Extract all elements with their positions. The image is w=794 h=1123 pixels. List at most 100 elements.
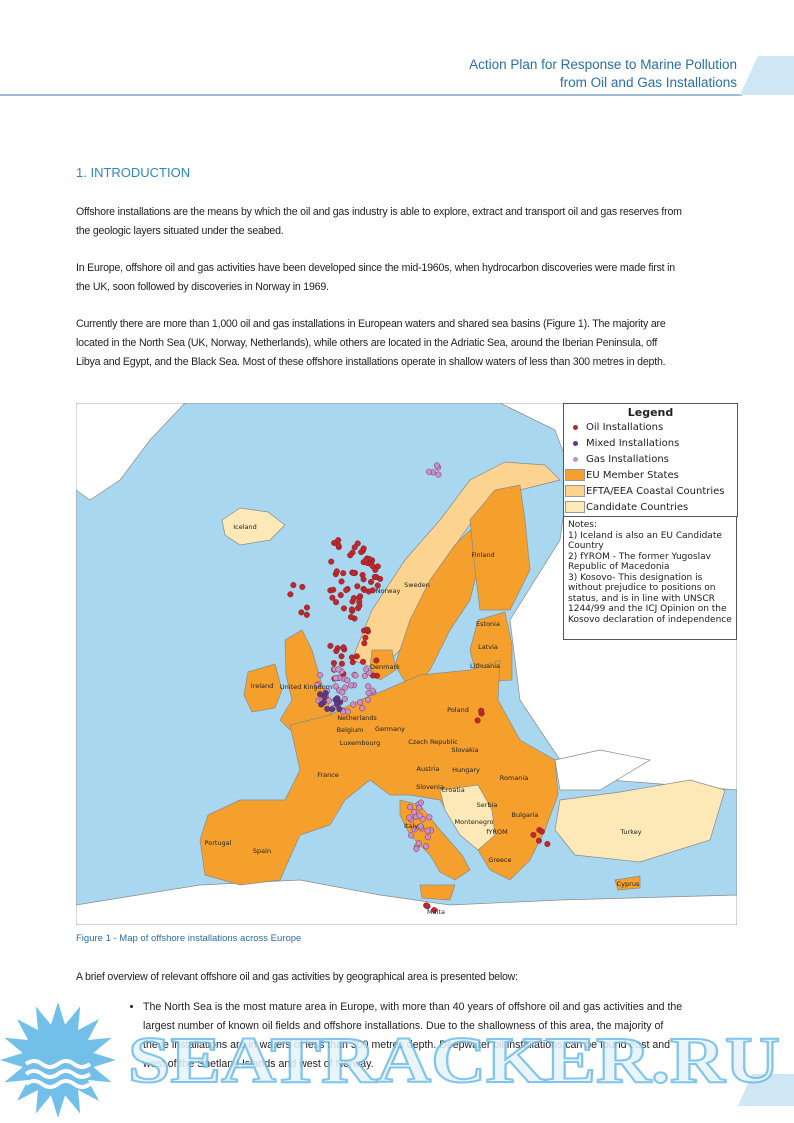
- installation-dot: [423, 843, 430, 850]
- country-label: United Kingdom: [280, 683, 332, 691]
- country-label: Hungary: [452, 766, 480, 774]
- country-label: Poland: [447, 706, 469, 714]
- installation-dot: [416, 812, 423, 819]
- legend-symbol: [564, 424, 586, 430]
- installation-dot: [341, 695, 348, 702]
- installation-dot: [377, 575, 384, 582]
- installation-dot: [298, 609, 305, 616]
- installation-dot: [336, 705, 343, 712]
- installation-dot: [423, 902, 430, 909]
- legend-label: Candidate Countries: [586, 501, 689, 513]
- installation-dot: [364, 626, 371, 633]
- installation-dot: [339, 689, 346, 696]
- country-label: fYROM: [486, 828, 508, 836]
- installation-dot: [478, 707, 485, 714]
- installation-dot: [347, 552, 354, 559]
- country-label: Netherlands: [337, 714, 377, 722]
- installation-dot: [474, 717, 481, 724]
- legend-label: EU Member States: [586, 469, 679, 481]
- country: [419, 884, 456, 901]
- header-line: Action Plan for Response to Marine Pollu…: [469, 57, 737, 72]
- installation-dot: [340, 605, 347, 612]
- installation-dot: [318, 701, 325, 708]
- installation-dot: [356, 602, 363, 609]
- installation-dot: [361, 586, 368, 593]
- installation-dot: [338, 653, 345, 660]
- paragraph: Currently there are more than 1,000 oil …: [76, 318, 666, 368]
- installation-dot: [314, 682, 321, 689]
- installation-dot: [333, 648, 340, 655]
- country-label: Greece: [488, 856, 511, 864]
- installation-dot: [351, 544, 358, 551]
- installation-dot: [426, 814, 433, 821]
- legend-symbol: [564, 469, 586, 481]
- watermark-logo: [0, 1002, 116, 1118]
- country-label: Lithuania: [470, 662, 500, 670]
- installation-dot: [413, 845, 420, 852]
- installation-dot: [544, 840, 551, 847]
- figure-caption: Figure 1 - Map of offshore installations…: [76, 933, 302, 944]
- installation-dot: [350, 570, 357, 577]
- country: [243, 663, 283, 713]
- header-line: from Oil and Gas Installations: [559, 75, 737, 90]
- section-heading: 1. INTRODUCTION: [76, 165, 191, 180]
- installation-dot: [327, 642, 334, 649]
- country-label: Slovakia: [451, 746, 478, 754]
- installation-dot: [335, 666, 342, 673]
- installation-dot: [538, 828, 545, 835]
- installation-dot: [338, 578, 345, 585]
- installation-dot: [535, 837, 542, 844]
- installation-dot: [408, 832, 415, 839]
- installation-dot: [374, 582, 381, 589]
- country-label: Finland: [471, 551, 494, 559]
- installation-dot: [359, 705, 366, 712]
- land: [76, 403, 186, 501]
- country-label: Luxembourg: [340, 739, 381, 747]
- country: [221, 507, 286, 546]
- legend-symbol: [564, 440, 586, 446]
- bullet-item: The North Sea is the most mature area in…: [143, 998, 688, 1074]
- installation-dot: [331, 539, 338, 546]
- legend-label: Oil Installations: [586, 421, 664, 433]
- installation-dot: [416, 804, 423, 811]
- installation-dot: [332, 675, 339, 682]
- wave: [24, 1069, 92, 1079]
- installation-dot: [350, 701, 357, 708]
- installation-dot: [361, 672, 368, 679]
- installation-dot: [333, 701, 340, 708]
- header-tab: [740, 56, 794, 95]
- paragraph: A brief overview of relevant offshore oi…: [76, 971, 518, 983]
- installation-dot: [329, 706, 336, 713]
- installation-dot: [365, 690, 372, 697]
- installation-dot: [349, 659, 356, 666]
- installation-dot: [290, 582, 297, 589]
- installation-dot: [411, 826, 418, 833]
- country-label: Malta: [427, 908, 445, 916]
- installation-dot: [360, 658, 367, 665]
- legend-item: EFTA/EEA Coastal Countries: [564, 483, 737, 499]
- legend-label: Gas Installations: [586, 453, 669, 465]
- installation-dot: [417, 823, 424, 830]
- installation-dot: [325, 697, 332, 704]
- legend-label: EFTA/EEA Coastal Countries: [586, 485, 725, 497]
- country-label: Germany: [375, 725, 405, 733]
- watermark-text: SEATRACKER.RU: [128, 1024, 780, 1097]
- installation-dot: [303, 604, 310, 611]
- installation-dot: [357, 699, 364, 706]
- installation-dot: [406, 814, 413, 821]
- legend-item: EU Member States: [564, 467, 737, 483]
- installation-dot: [410, 809, 417, 816]
- installation-dot: [322, 690, 329, 697]
- legend-swatch: [565, 501, 585, 513]
- installation-dot: [360, 545, 367, 552]
- country-label: Montenegro: [454, 818, 493, 826]
- installation-dot: [363, 666, 370, 673]
- country: [399, 799, 471, 881]
- country-label: Cyprus: [617, 880, 640, 888]
- legend-swatch: [572, 456, 578, 462]
- country-label: Portugal: [205, 839, 232, 847]
- country-label: Spain: [253, 847, 271, 855]
- installation-dot: [359, 572, 366, 579]
- installation-dot: [353, 653, 360, 660]
- installation-dot: [348, 606, 355, 613]
